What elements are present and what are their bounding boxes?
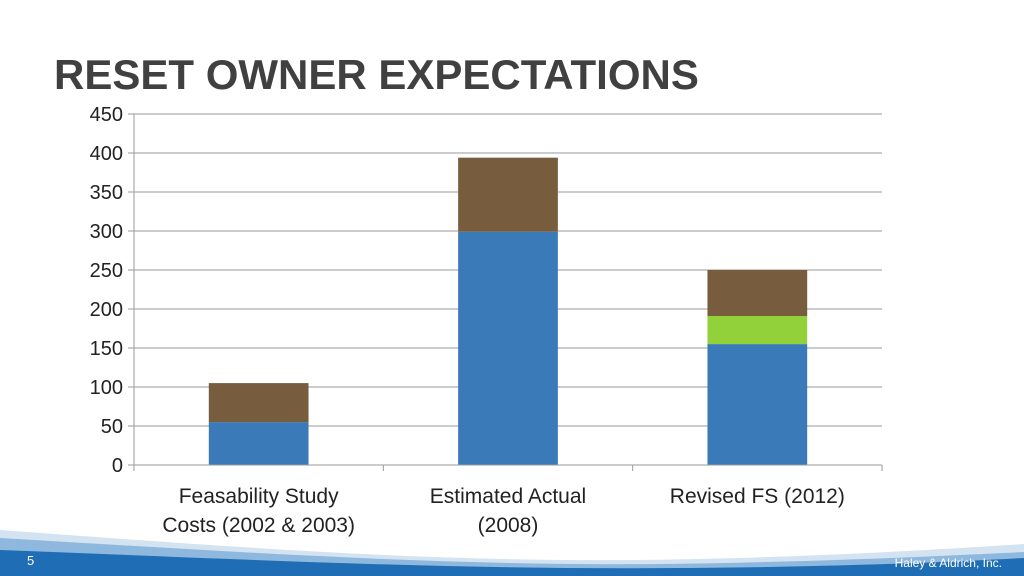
x-tick-label: (2008) xyxy=(478,514,539,537)
y-tick-label: 400 xyxy=(90,143,123,165)
y-tick-label: 50 xyxy=(101,416,123,438)
y-tick-label: 250 xyxy=(90,260,123,282)
bar-segment xyxy=(458,157,558,232)
x-tick-label: Costs (2002 & 2003) xyxy=(162,514,355,537)
footer-wave xyxy=(0,530,1024,576)
y-tick-label: 200 xyxy=(90,299,123,321)
axes xyxy=(128,113,883,471)
bar-segment xyxy=(707,270,808,317)
y-tick-label: 100 xyxy=(90,377,123,399)
bar-segment xyxy=(707,316,808,345)
y-tick-label: 150 xyxy=(90,338,123,360)
bars xyxy=(208,157,808,465)
y-tick-label: 0 xyxy=(112,455,123,477)
bar-segment xyxy=(208,422,309,465)
bar-segment xyxy=(458,231,558,465)
x-tick-label: Feasability Study xyxy=(179,485,339,508)
page-number: 5 xyxy=(27,553,35,568)
x-tick-label: Estimated Actual xyxy=(430,485,586,508)
footer-company: Haley & Aldrich, Inc. xyxy=(894,556,1002,570)
bar-segment xyxy=(707,344,808,465)
y-tick-label: 300 xyxy=(90,221,123,243)
bar-segment xyxy=(208,383,309,423)
x-tick-label: Revised FS (2012) xyxy=(670,485,845,508)
y-tick-label: 350 xyxy=(90,182,123,204)
slide-title: RESET OWNER EXPECTATIONS xyxy=(54,51,699,98)
y-tick-label: 450 xyxy=(90,104,123,126)
tick-labels: 0 50 100 150 200 250 300 350 400 450 Feasability S… xyxy=(90,104,845,537)
